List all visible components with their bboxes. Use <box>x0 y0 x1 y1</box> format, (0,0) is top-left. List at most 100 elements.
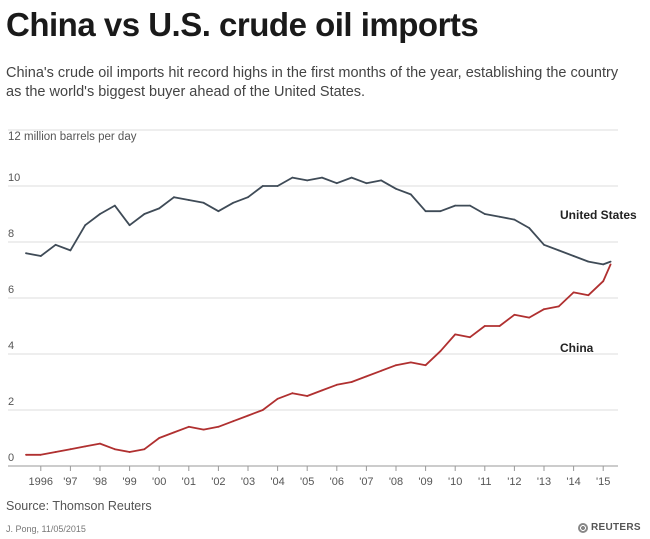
data-point <box>321 176 323 179</box>
chart-series-labels: United States China <box>560 208 637 355</box>
data-point <box>247 196 249 199</box>
data-point <box>380 179 383 182</box>
x-tick-label: '05 <box>300 476 314 488</box>
x-tick-label: '01 <box>182 476 196 488</box>
data-point <box>572 291 575 294</box>
data-point <box>609 263 612 266</box>
data-point <box>99 442 101 445</box>
data-point <box>528 227 531 229</box>
data-point <box>395 187 397 190</box>
x-tick-label: '09 <box>418 476 432 488</box>
data-point <box>39 255 42 257</box>
data-point <box>306 179 309 182</box>
data-point <box>158 207 161 210</box>
data-point <box>54 451 57 453</box>
x-tick-label: 1996 <box>29 476 53 488</box>
data-point <box>217 425 220 428</box>
data-point <box>350 381 353 383</box>
data-point <box>380 369 383 372</box>
credit-note: J. Pong, 11/05/2015 <box>6 524 86 534</box>
data-point <box>143 448 146 451</box>
data-point <box>232 420 235 423</box>
data-point <box>173 196 175 199</box>
data-point <box>261 185 264 187</box>
x-tick-label: '04 <box>270 476 284 488</box>
reuters-logo-icon <box>578 522 588 533</box>
data-point <box>54 243 57 246</box>
data-point <box>424 210 427 213</box>
chart-title: China vs U.S. crude oil imports <box>6 6 479 43</box>
data-point <box>513 313 516 316</box>
data-point <box>528 316 531 319</box>
data-point <box>365 375 368 378</box>
data-point <box>84 224 87 227</box>
data-point <box>202 428 205 431</box>
data-point <box>276 185 279 187</box>
data-point <box>187 425 190 428</box>
data-point <box>454 333 457 336</box>
y-axis-ticks: 0 2 4 6 8 10 <box>8 172 20 464</box>
data-point <box>409 193 412 196</box>
reuters-logo: REUTERS <box>578 522 641 533</box>
data-point <box>25 252 27 255</box>
data-point <box>543 243 545 246</box>
data-point <box>113 448 116 451</box>
x-tick-label: '08 <box>389 476 403 488</box>
data-point <box>84 445 87 448</box>
data-point <box>291 392 294 395</box>
data-point <box>306 395 309 397</box>
data-point <box>498 325 501 327</box>
x-tick-label: '99 <box>122 476 136 488</box>
data-point <box>469 204 471 207</box>
x-tick-label: '02 <box>211 476 225 488</box>
y-tick-label: 4 <box>8 340 14 352</box>
data-point <box>202 201 205 204</box>
x-tick-label: '07 <box>359 476 373 488</box>
data-point <box>335 383 338 386</box>
y-tick-label: 6 <box>8 284 14 296</box>
x-tick-label: '98 <box>93 476 107 488</box>
data-point <box>424 364 427 367</box>
data-point <box>39 453 42 456</box>
y-tick-label: 0 <box>8 452 14 464</box>
x-tick-label: '13 <box>537 476 551 488</box>
source-note: Source: Thomson Reuters <box>6 499 152 513</box>
data-point <box>483 213 486 215</box>
data-point <box>557 305 560 308</box>
chart-gridlines <box>8 129 618 467</box>
data-point <box>365 182 368 185</box>
data-point <box>232 201 235 204</box>
data-point <box>395 364 397 367</box>
data-point <box>602 263 605 266</box>
data-point <box>128 451 131 453</box>
data-point <box>454 204 457 207</box>
data-point <box>350 176 353 179</box>
data-point <box>543 308 545 311</box>
data-point <box>247 414 249 417</box>
x-tick-label: '00 <box>152 476 166 488</box>
data-point <box>69 448 72 451</box>
y-tick-label: 8 <box>8 228 14 240</box>
data-point <box>335 182 338 185</box>
data-point <box>187 199 190 201</box>
data-point <box>99 213 101 215</box>
x-axis-ticks: 1996 '97 '98 '99 '00 '01 '02 '03 '04 '05 '06 '07 '08… <box>29 466 610 488</box>
data-point <box>483 325 486 327</box>
x-tick-label: '15 <box>596 476 610 488</box>
data-point <box>557 249 560 252</box>
x-tick-label: '14 <box>566 476 580 488</box>
data-point <box>498 215 501 218</box>
data-point <box>602 280 605 283</box>
data-point <box>217 210 220 213</box>
series-line-china <box>26 264 612 456</box>
x-tick-label: '11 <box>478 476 492 488</box>
y-tick-label: 10 <box>8 172 20 184</box>
data-point <box>321 389 323 392</box>
data-point <box>158 437 161 439</box>
data-point <box>439 350 442 353</box>
data-point <box>113 204 116 207</box>
data-point <box>469 336 471 339</box>
x-tick-label: '97 <box>63 476 77 488</box>
data-point <box>513 218 516 221</box>
